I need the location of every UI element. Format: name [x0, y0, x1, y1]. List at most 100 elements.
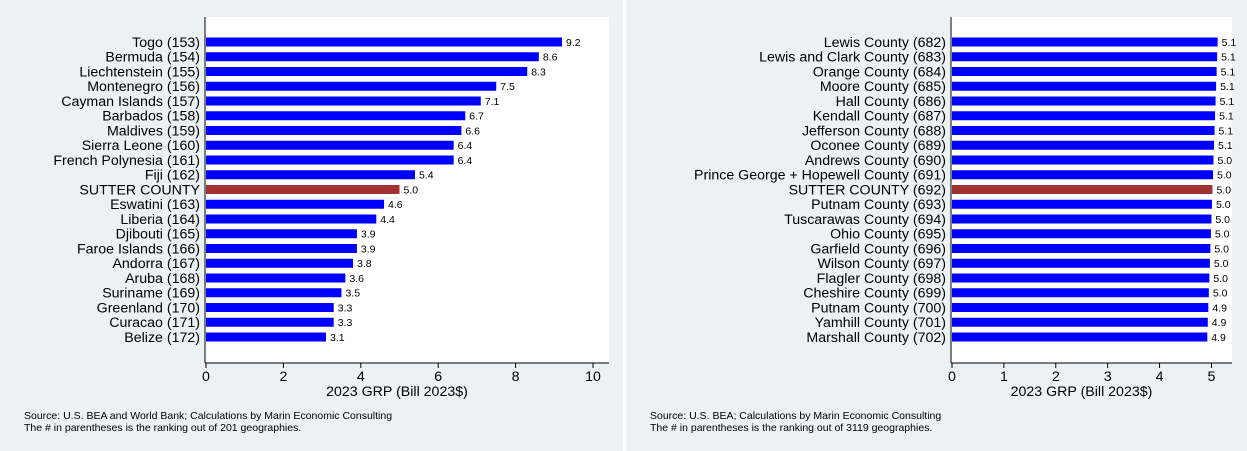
source-line-1: Source: U.S. BEA and World Bank; Calcula…: [24, 410, 393, 422]
category-label: Putnam County (700): [811, 300, 946, 316]
value-label: 5.0: [1215, 229, 1230, 241]
x-tick-label: 8: [512, 369, 520, 385]
category-label: Kendall County (687): [813, 109, 946, 125]
value-label: 5.0: [404, 184, 419, 196]
value-label: 8.3: [531, 66, 546, 78]
value-label: 5.0: [1213, 288, 1228, 300]
category-label: Andrews County (690): [805, 153, 946, 169]
bar-garfield-county-696: [952, 244, 1211, 253]
bar-liberia-164: [206, 214, 377, 224]
x-tick-label: 1: [1000, 369, 1008, 385]
bar-yamhill-county-701: [952, 317, 1208, 327]
value-label: 5.0: [1213, 273, 1228, 285]
category-label: Togo (153): [132, 35, 200, 51]
bar-faroe-islands-166: [206, 244, 357, 253]
value-label: 7.1: [485, 96, 500, 108]
value-label: 3.8: [357, 258, 372, 270]
x-axis-title: 2023 GRP (Bill 2023$): [1011, 384, 1153, 400]
value-label: 6.4: [458, 140, 473, 152]
left-chart-panel: Togo (153) 9.2 Bermuda (154) 8.6 Liechtenste…: [0, 0, 623, 451]
bar-highlight-sutter-county-692: [952, 185, 1213, 194]
bar-kendall-county-687: [952, 111, 1216, 121]
x-tick-label: 4: [357, 369, 365, 385]
category-label: Djibouti (165): [116, 227, 200, 243]
category-label: Lewis and Clark County (683): [759, 50, 946, 66]
category-label: French Polynesia (161): [53, 153, 200, 169]
category-label: Montenegro (156): [87, 79, 200, 95]
category-label: Cayman Islands (157): [61, 94, 200, 110]
bar-cayman-islands-157: [206, 96, 481, 106]
category-label: Suriname (169): [102, 286, 200, 302]
bar-andorra-167: [206, 258, 354, 268]
category-label: Putnam County (693): [811, 197, 946, 213]
value-label: 5.0: [1216, 199, 1231, 211]
bar-moore-county-685: [952, 81, 1217, 91]
value-label: 8.6: [543, 52, 558, 64]
bar-liechtenstein-155: [206, 67, 528, 76]
value-label: 4.9: [1212, 302, 1227, 314]
category-label: Fiji (162): [145, 168, 200, 184]
value-label: 6.4: [458, 155, 473, 167]
category-label: Sierra Leone (160): [82, 138, 200, 154]
bar-montenegro-156: [206, 81, 497, 91]
category-label: Tuscarawas County (694): [784, 212, 946, 228]
value-label: 6.7: [469, 111, 484, 123]
category-label: Andorra (167): [112, 256, 200, 272]
bar-barbados-158: [206, 111, 466, 121]
category-label: Curacao (171): [109, 315, 200, 331]
x-tick-label: 0: [202, 369, 210, 385]
bar-french-polynesia-161: [206, 155, 454, 165]
value-label: 5.0: [1215, 214, 1230, 226]
source-line-2: The # in parentheses is the ranking out …: [650, 422, 933, 434]
value-label: 5.0: [1214, 243, 1229, 255]
category-label: Flagler County (698): [817, 271, 946, 287]
bar-andrews-county-690: [952, 155, 1214, 165]
value-label: 3.1: [330, 332, 345, 344]
category-label: Cheshire County (699): [803, 286, 946, 302]
right-bar-chart: Lewis County (682) 5.1 Lewis and Clark Cou…: [694, 17, 1237, 400]
value-label: 7.5: [500, 81, 515, 93]
value-label: 5.0: [1217, 170, 1232, 182]
bar-fiji-162: [206, 170, 415, 180]
value-label: 5.1: [1220, 96, 1235, 108]
value-label: 3.3: [338, 302, 353, 314]
bar-hall-county-686: [952, 96, 1216, 106]
category-label: Belize (172): [124, 330, 200, 346]
value-label: 5.1: [1220, 81, 1235, 93]
value-label: 3.3: [338, 317, 353, 329]
bar-putnam-county-700: [952, 303, 1209, 312]
x-tick-label: 6: [434, 369, 442, 385]
x-tick-label: 0: [948, 369, 956, 385]
value-label: 4.4: [380, 214, 395, 226]
category-label: Jefferson County (688): [802, 123, 946, 139]
category-label: Liechtenstein (155): [79, 64, 200, 80]
category-label: Hall County (686): [836, 94, 946, 110]
value-label: 5.1: [1222, 37, 1237, 49]
value-label: 5.1: [1219, 111, 1234, 123]
category-label: Ohio County (695): [830, 227, 946, 243]
bar-tuscarawas-county-694: [952, 214, 1212, 224]
right-source-note: Source: U.S. BEA; Calculations by Marin …: [650, 410, 941, 434]
bar-belize-172: [206, 332, 326, 342]
category-label: Barbados (158): [102, 109, 200, 125]
category-label: Eswatini (163): [110, 197, 200, 213]
value-label: 3.9: [361, 243, 376, 255]
bar-ohio-county-695: [952, 229, 1211, 239]
category-label: Liberia (164): [120, 212, 200, 228]
category-label: Prince George + Hopewell County (691): [694, 168, 946, 184]
value-label: 3.6: [349, 273, 364, 285]
x-axis-title: 2023 GRP (Bill 2023$): [326, 384, 468, 400]
bar-maldives-159: [206, 126, 462, 135]
bar-bermuda-154: [206, 52, 539, 62]
x-tick-label: 4: [1156, 369, 1164, 385]
source-line-2: The # in parentheses is the ranking out …: [24, 422, 302, 434]
bar-sierra-leone-160: [206, 140, 454, 150]
value-label: 4.6: [388, 199, 403, 211]
value-label: 3.9: [361, 229, 376, 241]
value-label: 4.9: [1211, 332, 1226, 344]
value-label: 5.0: [1216, 184, 1231, 196]
value-label: 6.6: [465, 125, 480, 137]
category-label: Marshall County (702): [806, 330, 946, 346]
bar-lewis-and-clark-county-683: [952, 52, 1218, 62]
right-chart-panel: Lewis County (682) 5.1 Lewis and Clark Cou…: [626, 0, 1247, 451]
